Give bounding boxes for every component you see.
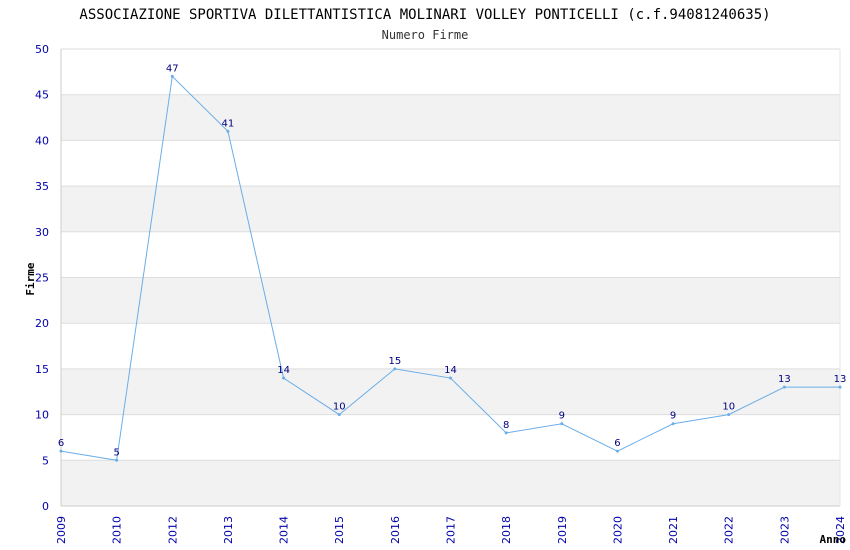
data-label: 41 (222, 118, 235, 129)
data-point (560, 422, 564, 426)
data-label: 14 (444, 365, 457, 376)
data-label: 14 (277, 365, 290, 376)
x-tick-label: 2023 (778, 516, 791, 544)
x-tick-label: 2010 (111, 516, 124, 544)
plot-band (61, 277, 840, 324)
x-tick-label: 2009 (55, 516, 68, 544)
x-tick-label: 2021 (667, 516, 680, 544)
y-tick-label: 5 (42, 454, 49, 467)
x-tick-label: 2012 (166, 516, 179, 544)
y-tick-label: 50 (35, 43, 49, 56)
x-tick-label: 2019 (556, 516, 569, 544)
y-tick-label: 0 (42, 500, 49, 513)
x-tick-label: 2015 (333, 516, 346, 544)
y-tick-label: 40 (35, 134, 49, 147)
y-tick-label: 25 (35, 272, 49, 285)
data-point (115, 458, 119, 462)
data-point (615, 449, 619, 453)
x-tick-label: 2018 (500, 516, 513, 544)
data-label: 47 (166, 63, 179, 74)
y-axis-title: Firme (24, 262, 37, 295)
data-point (449, 376, 452, 380)
x-tick-label: 2017 (445, 516, 458, 544)
x-tick-labels: 2009 2010 2012 2013 2014 2015 2016 2017 2018 2019… (55, 516, 847, 544)
x-tick-label: 2024 (834, 516, 847, 544)
data-point (782, 385, 786, 389)
series (59, 74, 842, 462)
y-tick-label: 35 (35, 180, 49, 193)
data-label: 10 (722, 402, 735, 413)
data-label: 15 (388, 356, 401, 367)
plot-band (61, 368, 840, 415)
y-tick-label: 20 (35, 317, 49, 330)
axes (60, 49, 841, 507)
data-point (170, 74, 174, 78)
chart-title: ASSOCIAZIONE SPORTIVA DILETTANTISTICA MO… (79, 7, 770, 23)
x-tick-label: 2020 (611, 516, 624, 544)
y-tick-label: 15 (35, 363, 49, 376)
data-point (59, 449, 63, 453)
x-tick-label: 2016 (389, 516, 402, 544)
y-tick-label: 10 (35, 409, 49, 422)
data-label: 9 (670, 411, 676, 422)
data-label: 5 (113, 447, 119, 458)
data-label: 9 (559, 411, 565, 422)
data-point (226, 129, 230, 133)
data-point (671, 422, 675, 426)
data-point (504, 431, 508, 435)
data-label: 6 (58, 438, 64, 449)
data-label: 10 (333, 402, 346, 413)
data-labels: 6 5 47 41 14 10 15 14 8 9 6 9 10 13 13 (58, 63, 847, 458)
data-point (393, 367, 397, 371)
x-tick-label: 2014 (278, 516, 291, 544)
y-tick-labels: 0 5 10 15 20 25 30 35 40 45 50 (35, 43, 49, 513)
plot-band (61, 186, 840, 232)
gridlines (61, 48, 840, 507)
data-label: 13 (778, 374, 791, 385)
data-point (727, 413, 731, 417)
plot-bands (61, 94, 840, 506)
data-label: 13 (834, 374, 847, 385)
data-point (838, 385, 842, 389)
data-label: 6 (614, 438, 620, 449)
x-tick-label: 2022 (723, 516, 736, 544)
data-point (337, 413, 341, 417)
plot-band (61, 94, 840, 141)
data-point (282, 376, 286, 380)
x-axis-title: Anno (820, 533, 847, 546)
y-tick-label: 45 (35, 89, 49, 102)
plot-band (61, 460, 840, 506)
y-tick-label: 30 (35, 226, 49, 239)
data-label: 8 (503, 420, 509, 431)
chart-subtitle: Numero Firme (382, 28, 469, 42)
x-tick-label: 2013 (222, 516, 235, 544)
